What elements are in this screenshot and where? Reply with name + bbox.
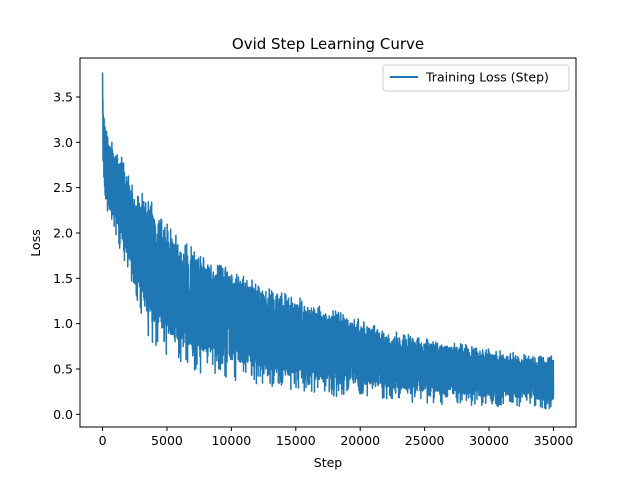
y-tick-label: 2.0 (53, 225, 73, 240)
x-tick-label: 35000 (534, 433, 574, 448)
legend: Training Loss (Step) (382, 64, 570, 92)
x-tick-label: 30000 (469, 433, 509, 448)
legend-box (382, 64, 570, 92)
legend-label: Training Loss (Step) (425, 70, 549, 85)
x-tick-label: 15000 (276, 433, 316, 448)
x-tick-label: 25000 (405, 433, 445, 448)
y-tick-label: 0.0 (53, 407, 73, 422)
x-tick-label: 5000 (151, 433, 183, 448)
y-tick-label: 1.0 (53, 316, 73, 331)
axes-frame (79, 57, 577, 428)
y-tick-label: 1.5 (53, 271, 73, 286)
plot-area (79, 57, 577, 428)
y-tick-label: 3.0 (53, 135, 73, 150)
series-line-training-loss (101, 72, 555, 410)
x-tick-label: 0 (99, 433, 107, 448)
y-tick-label: 2.5 (53, 180, 73, 195)
y-axis-label: Loss (28, 229, 43, 256)
y-tick-label: 0.5 (53, 361, 73, 376)
x-axis-ticks: 0 5000 10000 15000 20000 25000 30000 35000 (99, 427, 574, 448)
x-axis-label: Step (314, 455, 343, 470)
chart-title: Ovid Step Learning Curve (232, 35, 424, 53)
y-axis-ticks: 0.0 0.5 1.0 1.5 2.0 2.5 3.0 3.5 (53, 89, 80, 422)
data-layer (101, 72, 555, 410)
y-tick-label: 3.5 (53, 89, 73, 104)
x-tick-label: 20000 (340, 433, 380, 448)
x-tick-label: 10000 (211, 433, 251, 448)
